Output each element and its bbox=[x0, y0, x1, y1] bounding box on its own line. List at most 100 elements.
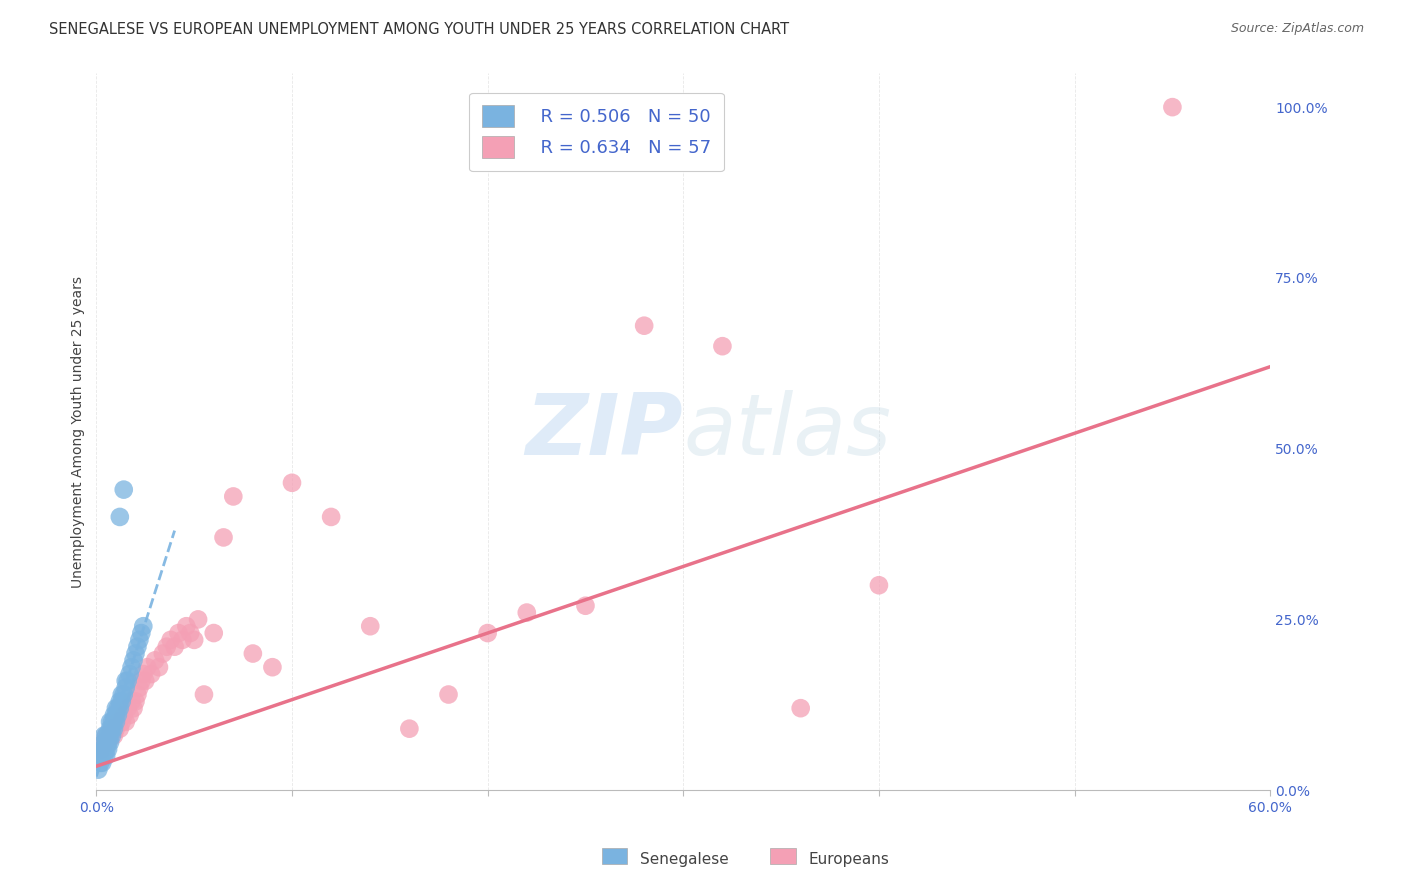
Y-axis label: Unemployment Among Youth under 25 years: Unemployment Among Youth under 25 years bbox=[72, 276, 86, 588]
Point bbox=[107, 708, 129, 723]
Point bbox=[101, 729, 124, 743]
Point bbox=[93, 735, 115, 749]
Point bbox=[93, 742, 115, 756]
Point bbox=[711, 339, 734, 353]
Point bbox=[108, 510, 131, 524]
Point bbox=[574, 599, 596, 613]
Point bbox=[1161, 100, 1184, 114]
Point bbox=[127, 640, 149, 654]
Point bbox=[98, 729, 121, 743]
Point bbox=[159, 632, 181, 647]
Point bbox=[127, 688, 149, 702]
Point bbox=[172, 632, 194, 647]
Point bbox=[136, 660, 159, 674]
Point bbox=[167, 626, 190, 640]
Point bbox=[132, 619, 155, 633]
Point bbox=[104, 722, 127, 736]
Point bbox=[124, 694, 146, 708]
Point bbox=[114, 681, 136, 695]
Text: Senegalese: Senegalese bbox=[640, 852, 728, 867]
Point bbox=[114, 673, 136, 688]
Text: SENEGALESE VS EUROPEAN UNEMPLOYMENT AMONG YOUTH UNDER 25 YEARS CORRELATION CHART: SENEGALESE VS EUROPEAN UNEMPLOYMENT AMON… bbox=[49, 22, 789, 37]
Point bbox=[122, 653, 145, 667]
Legend:   R = 0.506   N = 50,   R = 0.634   N = 57: R = 0.506 N = 50, R = 0.634 N = 57 bbox=[470, 93, 724, 171]
Point bbox=[101, 722, 124, 736]
Point bbox=[103, 708, 125, 723]
Point bbox=[114, 714, 136, 729]
Point bbox=[152, 647, 174, 661]
Point bbox=[108, 701, 131, 715]
Point bbox=[97, 735, 120, 749]
Point bbox=[633, 318, 655, 333]
Point bbox=[104, 708, 127, 723]
Point bbox=[89, 756, 111, 770]
Point bbox=[122, 701, 145, 715]
Point bbox=[103, 714, 125, 729]
Point bbox=[107, 701, 129, 715]
Point bbox=[437, 688, 460, 702]
Point bbox=[143, 653, 166, 667]
Point bbox=[132, 667, 155, 681]
Point bbox=[91, 742, 114, 756]
Point bbox=[121, 694, 143, 708]
Point bbox=[134, 673, 156, 688]
Point bbox=[112, 483, 135, 497]
Point bbox=[212, 530, 235, 544]
Point bbox=[87, 763, 110, 777]
Text: Europeans: Europeans bbox=[808, 852, 890, 867]
Point bbox=[193, 688, 215, 702]
Point bbox=[103, 729, 125, 743]
Point bbox=[121, 660, 143, 674]
Point bbox=[98, 729, 121, 743]
Point bbox=[94, 749, 117, 764]
Point bbox=[101, 714, 124, 729]
Point bbox=[97, 742, 120, 756]
Point bbox=[94, 729, 117, 743]
Point bbox=[103, 722, 125, 736]
Point bbox=[91, 749, 114, 764]
Point bbox=[112, 688, 135, 702]
Point bbox=[111, 714, 134, 729]
Point bbox=[281, 475, 304, 490]
Point bbox=[202, 626, 225, 640]
Point bbox=[128, 632, 150, 647]
Point bbox=[104, 701, 127, 715]
Text: ZIP: ZIP bbox=[526, 390, 683, 473]
Point bbox=[112, 708, 135, 723]
Point bbox=[176, 619, 198, 633]
Point bbox=[111, 694, 134, 708]
Point bbox=[98, 722, 121, 736]
Point bbox=[108, 722, 131, 736]
Point bbox=[94, 742, 117, 756]
Point bbox=[108, 694, 131, 708]
Point bbox=[139, 667, 162, 681]
Point bbox=[111, 688, 134, 702]
Point bbox=[262, 660, 284, 674]
Point bbox=[118, 667, 141, 681]
Point bbox=[321, 510, 343, 524]
Point bbox=[117, 701, 139, 715]
Point bbox=[187, 612, 209, 626]
Point bbox=[93, 749, 115, 764]
Point bbox=[89, 749, 111, 764]
Point bbox=[89, 749, 111, 764]
Point bbox=[104, 714, 127, 729]
Point bbox=[222, 490, 245, 504]
Point bbox=[789, 701, 811, 715]
Point bbox=[131, 626, 153, 640]
Point bbox=[183, 632, 205, 647]
Text: atlas: atlas bbox=[683, 390, 891, 473]
Text: Source: ZipAtlas.com: Source: ZipAtlas.com bbox=[1230, 22, 1364, 36]
Point bbox=[359, 619, 381, 633]
Point bbox=[118, 708, 141, 723]
Point bbox=[101, 722, 124, 736]
Point bbox=[117, 673, 139, 688]
Point bbox=[107, 714, 129, 729]
Point bbox=[94, 729, 117, 743]
Point bbox=[128, 681, 150, 695]
Point bbox=[131, 673, 153, 688]
Point bbox=[516, 606, 538, 620]
Point bbox=[97, 735, 120, 749]
Point bbox=[91, 756, 114, 770]
Point bbox=[179, 626, 201, 640]
